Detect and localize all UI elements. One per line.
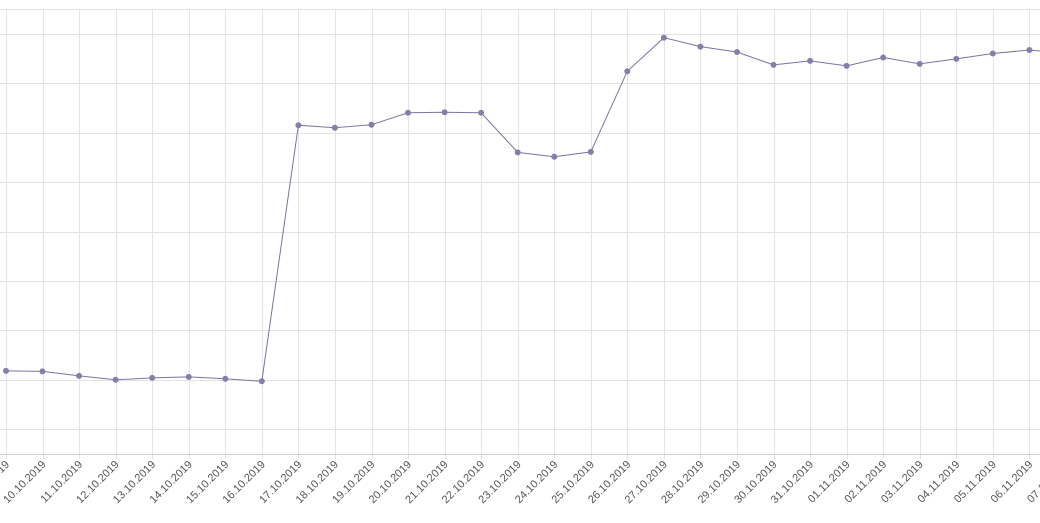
- data-point: [697, 43, 704, 50]
- data-point: [441, 109, 448, 116]
- data-point: [880, 54, 887, 61]
- data-point: [989, 50, 996, 57]
- data-point: [478, 109, 485, 116]
- data-point: [624, 68, 631, 75]
- x-axis-tick-labels: 09.10.201910.10.201911.10.201912.10.2019…: [0, 459, 1040, 506]
- data-point: [551, 153, 558, 160]
- data-points: [3, 34, 1033, 385]
- data-point: [222, 375, 229, 382]
- data-point: [185, 373, 192, 380]
- data-point: [587, 148, 594, 155]
- data-point: [660, 34, 667, 41]
- series: [5, 37, 1040, 382]
- data-point: [807, 57, 814, 64]
- data-point: [112, 376, 119, 383]
- data-point: [295, 122, 302, 129]
- data-point: [368, 121, 375, 128]
- data-point: [149, 374, 156, 381]
- data-point: [1026, 47, 1033, 53]
- data-point: [734, 49, 740, 55]
- grid: [0, 9, 1040, 459]
- data-point: [514, 149, 521, 156]
- data-point: [843, 62, 850, 69]
- data-point: [331, 124, 338, 131]
- series-line: [5, 37, 1040, 382]
- data-point: [916, 60, 923, 67]
- data-point: [3, 367, 9, 374]
- data-point: [258, 378, 265, 385]
- data-point: [76, 372, 83, 379]
- data-point: [770, 61, 777, 68]
- data-point: [953, 55, 960, 62]
- data-point: [405, 109, 411, 116]
- data-point: [39, 368, 46, 375]
